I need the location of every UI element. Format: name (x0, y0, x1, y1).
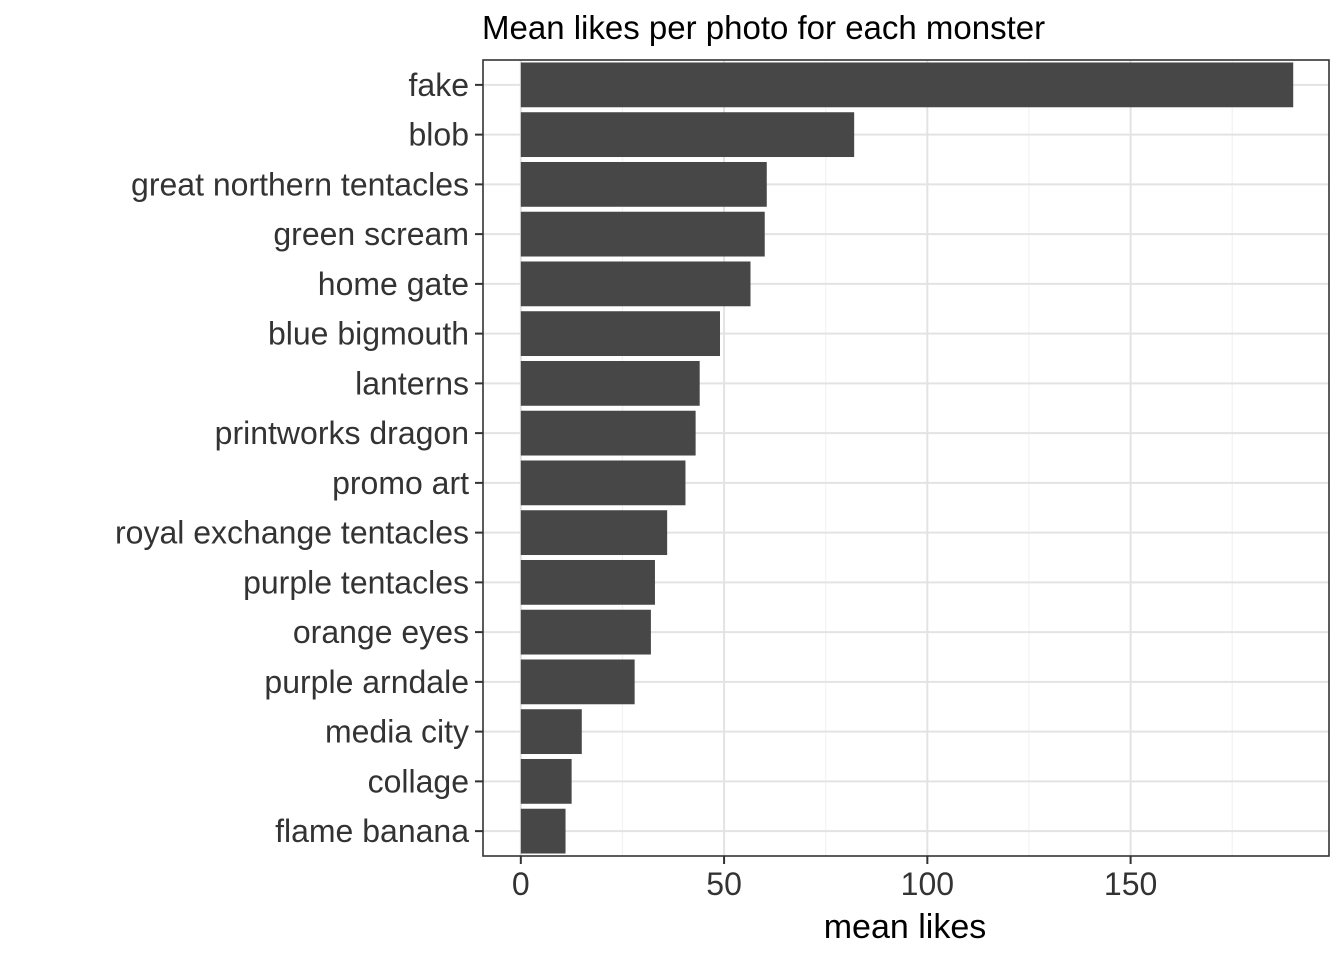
category-label: green scream (273, 216, 469, 252)
bar (520, 62, 1294, 108)
category-label: fake (409, 67, 469, 103)
bar (520, 360, 700, 406)
x-tick-label: 0 (512, 866, 530, 902)
bar (520, 510, 668, 556)
x-axis: 0 50 100 150 (512, 856, 1157, 902)
category-label: great northern tentacles (131, 166, 469, 202)
minor-grid (621, 60, 1233, 856)
category-label: blue bigmouth (268, 316, 469, 352)
category-label: purple arndale (264, 664, 469, 700)
bar (520, 709, 582, 755)
x-axis-title: mean likes (824, 908, 987, 946)
x-tick-label: 100 (901, 866, 954, 902)
category-label: lanterns (355, 365, 469, 401)
bar (520, 410, 696, 456)
bar (520, 659, 635, 705)
category-label: flame banana (275, 813, 469, 849)
category-label: orange eyes (293, 614, 469, 650)
category-label: media city (325, 714, 469, 750)
bar (520, 559, 655, 605)
category-label: home gate (318, 266, 469, 302)
bars (520, 62, 1294, 854)
category-label: royal exchange tentacles (115, 515, 469, 551)
category-label: printworks dragon (215, 415, 469, 451)
bar (520, 609, 651, 655)
chart-title: Mean likes per photo for each monster (482, 9, 1045, 46)
bar (520, 261, 751, 307)
x-tick-label: 150 (1104, 866, 1157, 902)
bar (520, 161, 767, 207)
category-label: purple tentacles (243, 564, 469, 600)
category-label: promo art (332, 465, 469, 501)
category-label: collage (368, 763, 469, 799)
bar (520, 460, 686, 506)
bar (520, 112, 855, 158)
x-tick-label: 50 (706, 866, 742, 902)
bar (520, 808, 566, 854)
bar (520, 211, 765, 257)
y-axis: fake blob great northern tentacles green sc… (115, 67, 483, 849)
bar (520, 311, 721, 357)
panel-border (482, 59, 1330, 857)
bar (520, 758, 572, 804)
category-label: blob (409, 117, 470, 153)
